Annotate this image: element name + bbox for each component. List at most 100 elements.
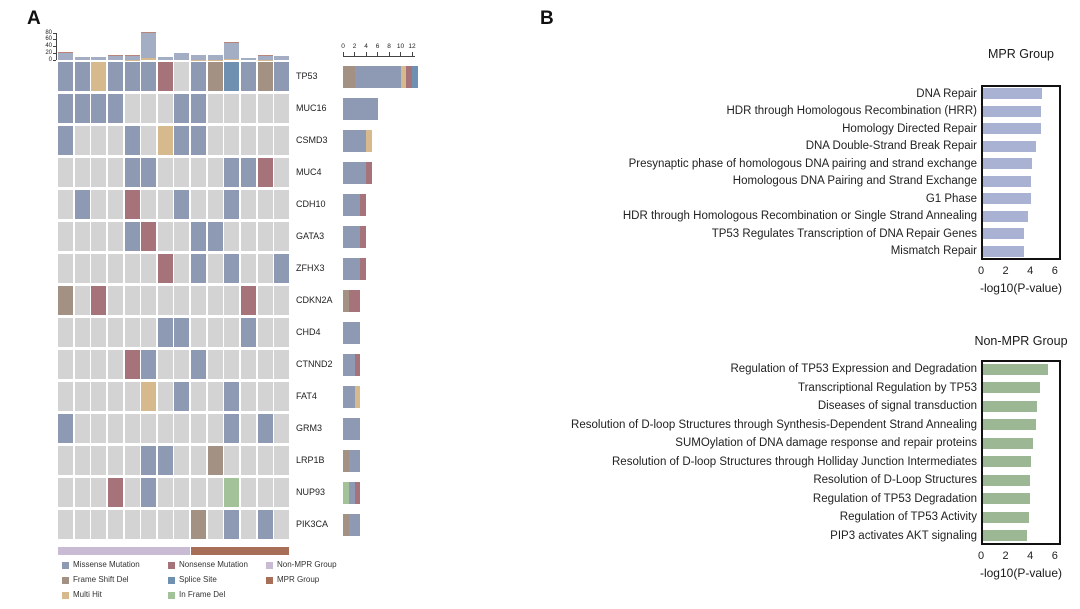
- tmb-axis-tick-label: 80: [45, 29, 52, 36]
- pathway-bar: [983, 493, 1030, 505]
- oncoplot-cell: [124, 94, 140, 123]
- oncoplot-cell: [241, 62, 257, 91]
- oncoplot-cell: [191, 318, 207, 347]
- oncoplot-cell: [241, 94, 257, 123]
- gene-count-bar-segment: [343, 481, 349, 504]
- pathway-bar: [983, 158, 1033, 170]
- oncoplot-cell: [241, 510, 257, 539]
- oncoplot-cell: [124, 222, 140, 251]
- tmb-bar-segment: [241, 57, 257, 60]
- oncoplot-cell: [257, 510, 273, 539]
- oncoplot-cell: [58, 126, 73, 155]
- tmb-bar-segment: [107, 55, 123, 60]
- gene-axis-tick: [342, 52, 344, 56]
- oncoplot-cell: [74, 318, 90, 347]
- legend-swatch: [62, 562, 69, 569]
- oncoplot-cell: [124, 350, 140, 379]
- oncoplot-cell: [224, 222, 240, 251]
- group-annotation-nonmpr: [58, 547, 190, 555]
- tmb-bar-segment: [174, 52, 190, 60]
- oncoplot-cell: [207, 94, 223, 123]
- chart-title-mpr: MPR Group: [988, 47, 1054, 61]
- oncoplot-cell: [224, 478, 240, 507]
- oncoplot-cell: [141, 190, 157, 219]
- oncoplot-cell: [107, 158, 123, 187]
- tmb-bar-segment: [124, 55, 140, 60]
- pathway-bar: [983, 511, 1030, 523]
- oncoplot-cell: [257, 94, 273, 123]
- pathway-bar: [983, 140, 1036, 152]
- oncoplot-cell: [141, 126, 157, 155]
- oncoplot-cell: [257, 222, 273, 251]
- x-axis-label-mpr: -log10(P-value): [979, 281, 1063, 295]
- oncoplot-cell: [274, 350, 290, 379]
- legend-label: MPR Group: [277, 575, 320, 584]
- pathway-label: Homology Directed Repair: [842, 122, 977, 135]
- tmb-axis-tick: [53, 59, 56, 61]
- oncoplot-cell: [58, 478, 73, 507]
- oncoplot-cell: [157, 62, 173, 91]
- oncoplot-cell: [191, 350, 207, 379]
- oncoplot-cell: [58, 158, 73, 187]
- oncoplot-cell: [274, 478, 290, 507]
- oncoplot-cell: [224, 446, 240, 475]
- oncoplot-cell: [91, 510, 107, 539]
- gene-label: CSMD3: [296, 135, 328, 145]
- oncoplot-cell: [141, 478, 157, 507]
- oncoplot-cell: [257, 478, 273, 507]
- oncoplot-cell: [207, 510, 223, 539]
- oncoplot-cell: [157, 350, 173, 379]
- oncoplot-cell: [207, 254, 223, 283]
- oncoplot-cell: [141, 318, 157, 347]
- oncoplot-cell: [207, 158, 223, 187]
- oncoplot-cell: [124, 510, 140, 539]
- oncoplot-cell: [58, 510, 73, 539]
- oncoplot-cell: [124, 62, 140, 91]
- x-tick-label: 6: [1051, 265, 1058, 277]
- gene-label: LRP1B: [296, 455, 325, 465]
- gene-count-bar-segment: [343, 257, 361, 280]
- legend-swatch: [266, 577, 273, 584]
- panel-b-label: B: [540, 8, 554, 29]
- legend-label: In Frame Del: [179, 590, 226, 599]
- gene-axis-tick: [354, 52, 355, 56]
- oncoplot-cell: [74, 190, 90, 219]
- gene-axis-tick: [377, 52, 378, 56]
- oncoplot-cell: [257, 350, 273, 379]
- oncoplot-cell: [257, 286, 273, 315]
- gene-axis-tick-label: 8: [387, 43, 391, 50]
- oncoplot-cell: [274, 318, 290, 347]
- oncoplot-cell: [74, 94, 90, 123]
- gene-axis-tick-label: 0: [341, 43, 345, 50]
- oncoplot-cell: [257, 414, 273, 443]
- gene-count-bar-segment: [343, 225, 361, 248]
- oncoplot-cell: [124, 126, 140, 155]
- legend-label: Nonsense Mutation: [179, 560, 248, 569]
- gene-count-bar-segment: [354, 481, 361, 504]
- tmb-bar-segment: [91, 56, 107, 60]
- oncoplot-cell: [174, 414, 190, 443]
- oncoplot-cell: [74, 62, 90, 91]
- tmb-bar-segment: [141, 32, 157, 59]
- legend-label: Multi Hit: [73, 590, 102, 599]
- oncoplot-cell: [274, 254, 290, 283]
- oncoplot-cell: [174, 382, 190, 411]
- oncoplot-cell: [107, 446, 123, 475]
- pathway-label: Resolution of D-Loop Structures: [813, 474, 977, 487]
- tmb-bar-segment: [224, 58, 240, 60]
- tmb-bar-segment: [141, 58, 157, 60]
- oncoplot-cell: [241, 254, 257, 283]
- pathway-label: Resolution of D-loop Structures through …: [612, 455, 977, 468]
- oncoplot-cell: [91, 318, 107, 347]
- oncoplot-cell: [224, 318, 240, 347]
- oncoplot-cell: [207, 414, 223, 443]
- tmb-bar-segment: [141, 31, 157, 33]
- gene-count-bar-segment: [343, 97, 378, 120]
- tmb-bar-segment: [58, 52, 73, 60]
- pathway-bar: [983, 530, 1028, 542]
- oncoplot-cell: [124, 446, 140, 475]
- gene-axis-tick: [400, 52, 401, 56]
- oncoplot-cell: [141, 350, 157, 379]
- gene-label: CDH10: [296, 199, 326, 209]
